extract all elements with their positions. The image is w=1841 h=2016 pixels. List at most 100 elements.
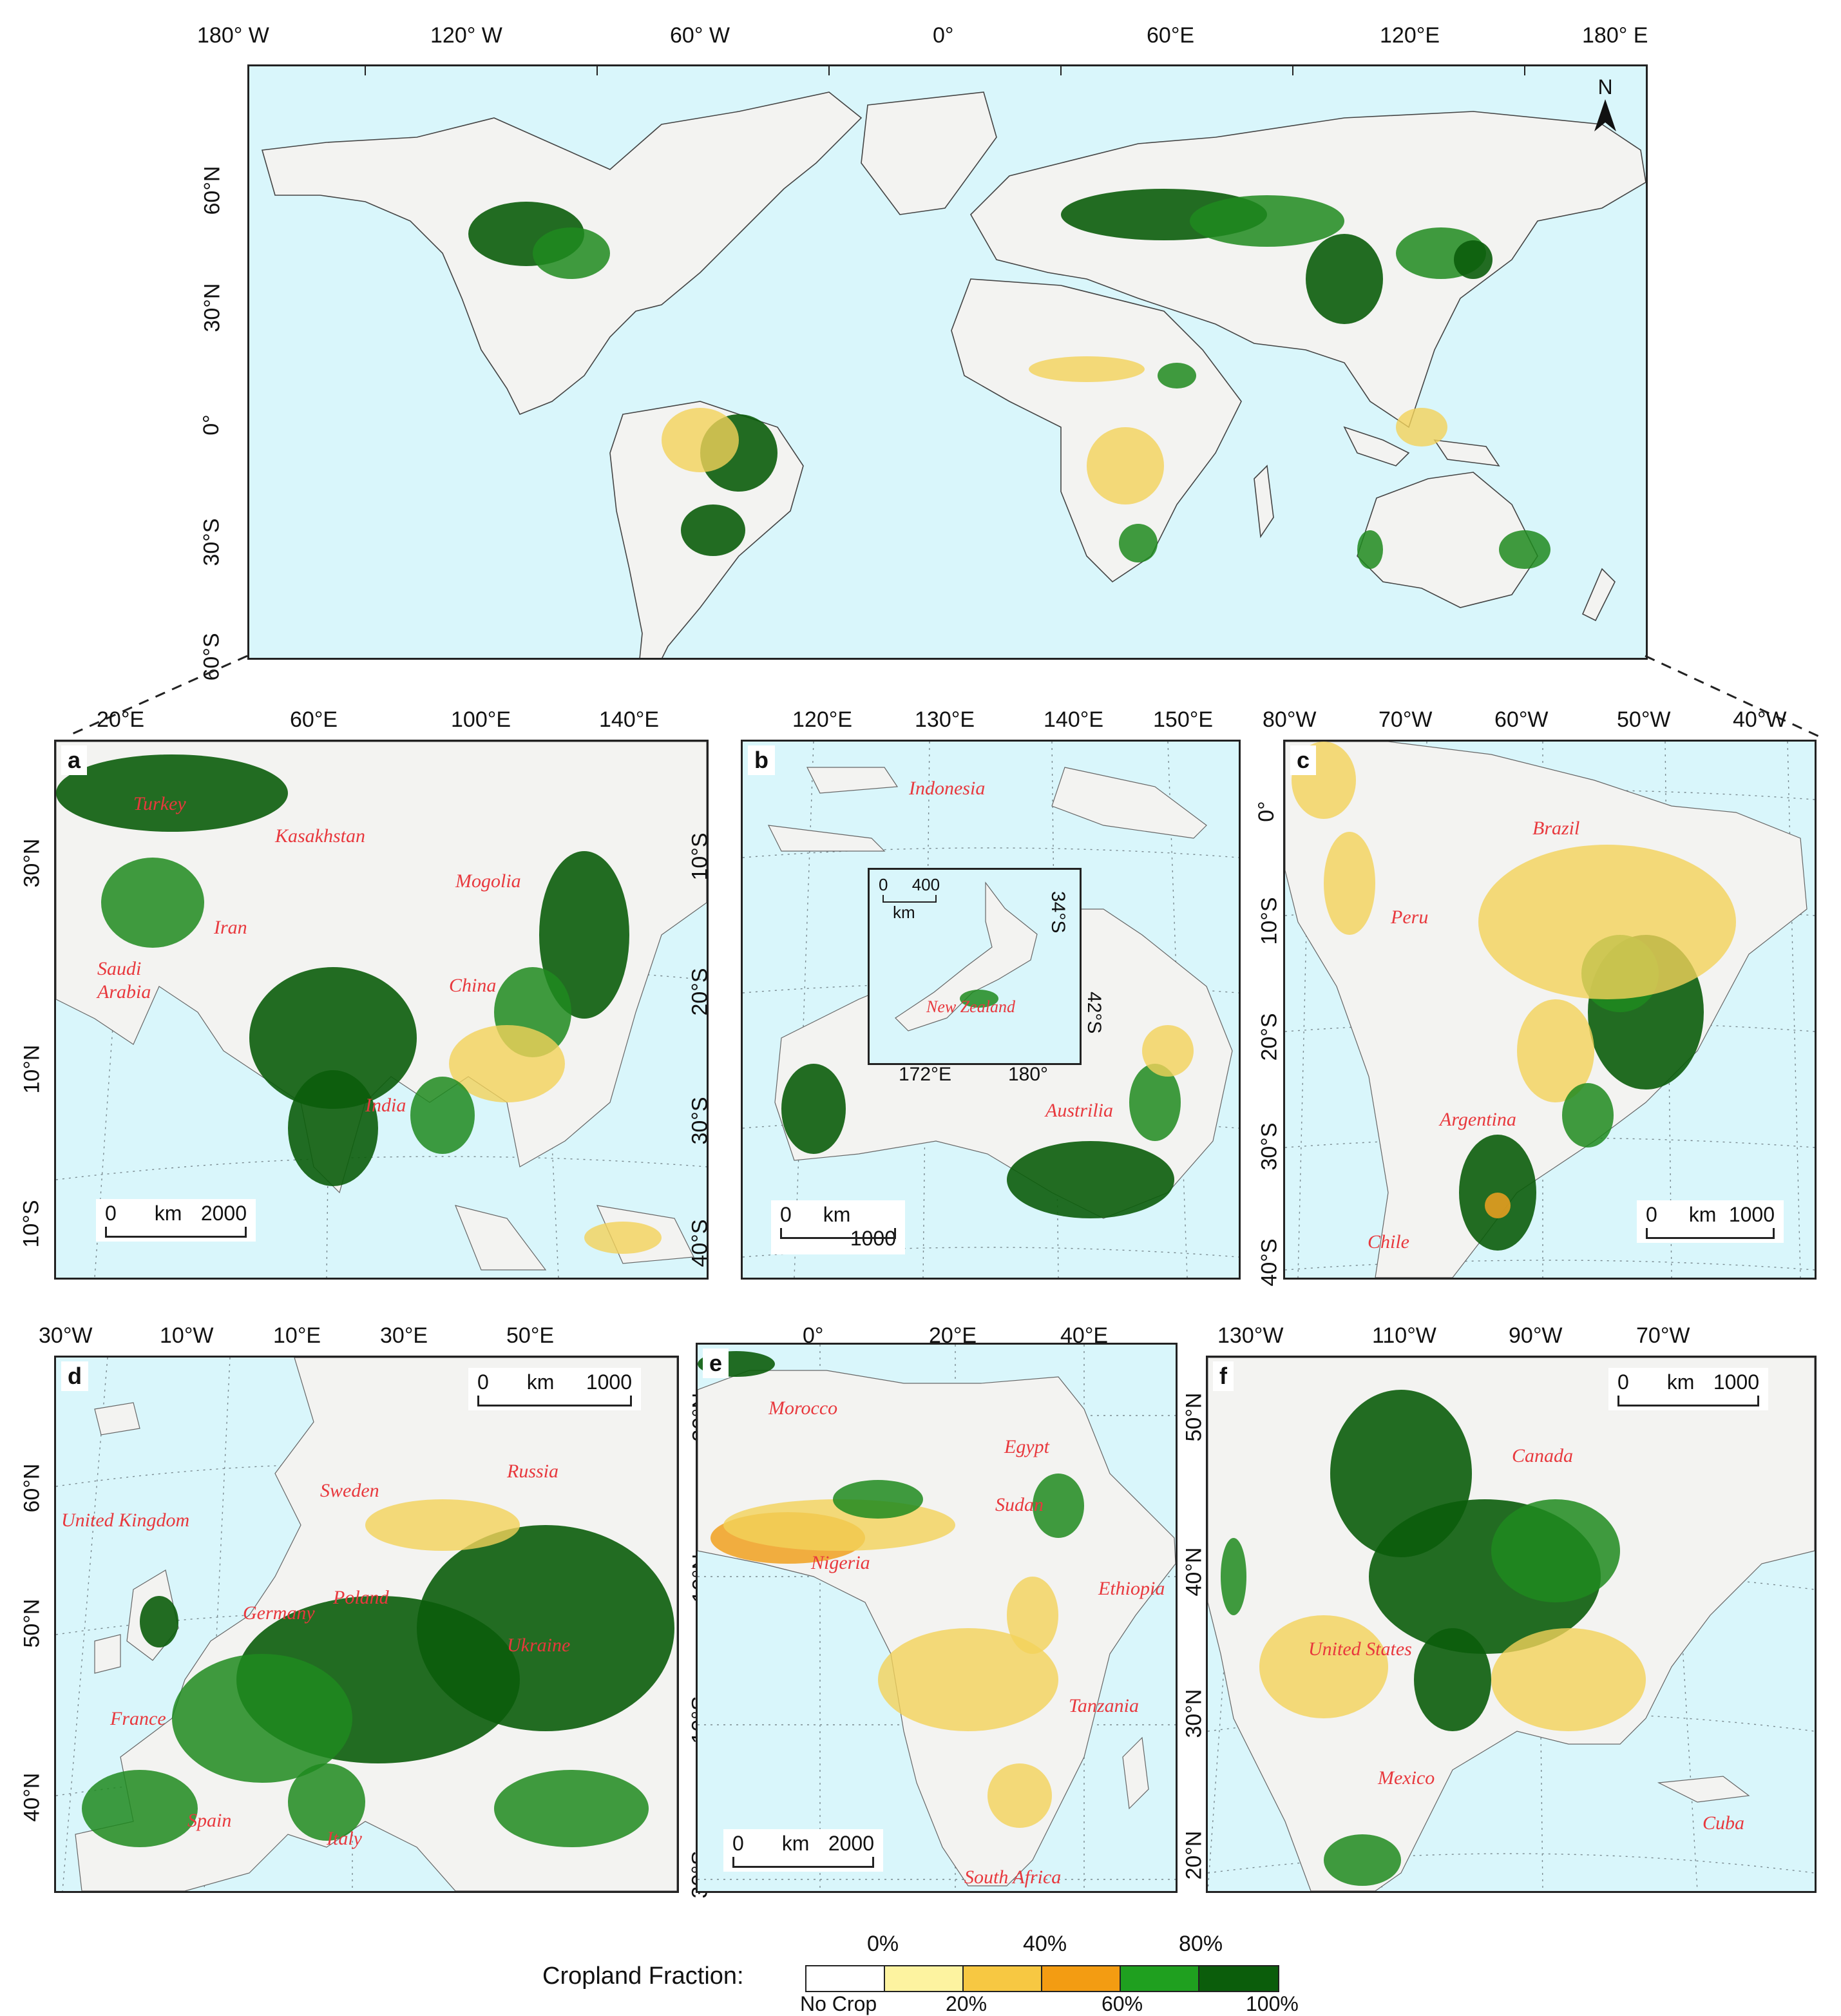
country-label: South Africa (964, 1867, 1062, 1888)
scale-bar: 0 km 2000 (723, 1829, 883, 1872)
country-label: Austrilia (1045, 1100, 1114, 1121)
scale-bar: 0 km 1000 (1637, 1200, 1784, 1243)
panel-a-x-tick: 60°E (290, 707, 338, 732)
country-label: Germany (243, 1602, 315, 1624)
scale-end: 1000 (1713, 1370, 1759, 1394)
world-x-tick: 60° W (670, 23, 730, 48)
country-label: Tanzania (1069, 1695, 1139, 1716)
scale-end: 2000 (200, 1202, 247, 1225)
world-y-tick: 30°S (199, 518, 224, 566)
scale-start: 0 (1617, 1370, 1629, 1394)
scale-unit: km (526, 1370, 555, 1394)
country-label: Turkey (133, 793, 186, 814)
country-label: Kasakhstan (275, 825, 366, 847)
scale-bar: 0 km 2000 (96, 1199, 256, 1242)
legend-swatch (962, 1965, 1044, 1992)
panel-d-x-tick: 30°E (380, 1323, 428, 1348)
inset-scale-unit: km (893, 903, 915, 922)
country-label: United States (1308, 1638, 1412, 1660)
country-label: Arabia (97, 981, 151, 1003)
panel-b-y-tick: 30°S (687, 1097, 712, 1145)
country-label: Poland (333, 1587, 389, 1608)
country-label: Ukraine (507, 1635, 571, 1656)
country-label: Russia (507, 1461, 559, 1482)
panel-c-y-tick: 20°S (1257, 1013, 1282, 1061)
country-label: Egypt (1004, 1436, 1049, 1457)
north-arrow-icon (1594, 99, 1616, 131)
world-x-tick: 180° E (1582, 23, 1648, 48)
scale-unit: km (781, 1832, 810, 1855)
scale-end: 1000 (586, 1370, 632, 1394)
country-label: Canada (1512, 1445, 1574, 1466)
legend-bottom-label: No Crop (800, 1992, 877, 2015)
world-x-tick: 120°E (1380, 23, 1440, 48)
panel-d-y-tick: 60°N (19, 1463, 44, 1513)
legend-swatch (1120, 1965, 1201, 1992)
legend-bottom-label: 60% (1102, 1992, 1143, 2015)
panel-b-x-tick: 120°E (792, 707, 853, 732)
legend-bottom-label: 20% (946, 1992, 987, 2015)
scale-unit: km (1666, 1370, 1695, 1394)
inset-scale-start: 0 (879, 875, 888, 894)
scale-bar: 0 km 1000 (1608, 1368, 1768, 1410)
north-arrow-label: N (1598, 75, 1613, 99)
panel-c-frame: c Brazil Peru Argentina Chile 0 km 1000 (1283, 740, 1817, 1280)
country-label: Spain (187, 1810, 232, 1831)
panel-f-x-tick: 130°W (1217, 1323, 1284, 1348)
scale-start: 0 (732, 1832, 744, 1855)
scale-unit: km (154, 1202, 182, 1225)
panel-f-x-tick: 110°W (1372, 1323, 1436, 1348)
country-label: Italy (327, 1828, 362, 1849)
panel-c-label: c (1290, 745, 1317, 775)
panel-a-x-tick: 20°E (97, 707, 145, 732)
country-label: Indonesia (909, 778, 986, 799)
panel-a-x-tick: 100°E (451, 707, 511, 732)
panel-d-x-tick: 10°W (160, 1323, 214, 1348)
panel-b-label: b (748, 745, 775, 775)
country-label: Iran (214, 917, 247, 938)
country-label: Brazil (1532, 818, 1580, 839)
panel-f-label: f (1213, 1361, 1234, 1391)
scale-start: 0 (105, 1202, 117, 1225)
scale-start: 0 (477, 1370, 489, 1394)
inset-y-tick: 42°S (1083, 992, 1105, 1034)
panel-d-x-tick: 10°E (273, 1323, 321, 1348)
world-y-tick: 60°N (200, 166, 225, 215)
world-x-tick: 0° (933, 23, 954, 48)
panel-b-x-tick: 130°E (915, 707, 975, 732)
country-label: Nigeria (811, 1552, 870, 1573)
scale-bar: 0 km 1000 (468, 1368, 641, 1410)
scale-start: 0 (1646, 1203, 1657, 1226)
world-x-tick: 180° W (197, 23, 269, 48)
scale-unit: km (823, 1203, 851, 1226)
north-arrow: N (1594, 75, 1616, 131)
legend-bottom-label: 100% (1246, 1992, 1299, 2015)
country-label: Mogolia (455, 870, 521, 892)
panel-e-label: e (703, 1349, 729, 1378)
country-label: Ethiopia (1098, 1578, 1165, 1599)
legend-top-label: 0% (867, 1932, 899, 1956)
panel-c-x-tick: 70°W (1378, 707, 1433, 732)
country-label: India (365, 1095, 406, 1116)
country-label: Chile (1368, 1231, 1409, 1253)
country-label: Morocco (768, 1397, 838, 1419)
panel-b-x-tick: 150°E (1153, 707, 1214, 732)
panel-c-y-tick: 0° (1254, 801, 1279, 822)
panel-b-frame: b Indonesia Austrilia 0 400 km New Zeala… (741, 740, 1241, 1280)
legend-top-label: 80% (1179, 1932, 1223, 1956)
country-label: France (110, 1708, 166, 1729)
panel-f-x-tick: 70°W (1636, 1323, 1690, 1348)
country-label: China (449, 975, 497, 996)
panel-a-y-tick: 10°N (19, 1044, 44, 1094)
scale-end: 2000 (828, 1832, 874, 1855)
scale-start: 0 (780, 1203, 792, 1226)
panel-f-x-tick: 90°W (1509, 1323, 1563, 1348)
scale-bar: 0 km 1000 (771, 1200, 905, 1254)
panel-b-y-tick: 20°S (687, 968, 712, 1016)
panel-f-y-tick: 40°N (1181, 1547, 1207, 1597)
scale-unit: km (1688, 1203, 1717, 1226)
panel-f-frame: f Canada United States Mexico Cuba 0 km … (1206, 1356, 1817, 1893)
panel-e-frame: e Morocco Egypt Sudan Nigeria Ethiopia T… (696, 1343, 1178, 1893)
panel-c-x-tick: 80°W (1263, 707, 1317, 732)
legend-swatch (884, 1965, 965, 1992)
